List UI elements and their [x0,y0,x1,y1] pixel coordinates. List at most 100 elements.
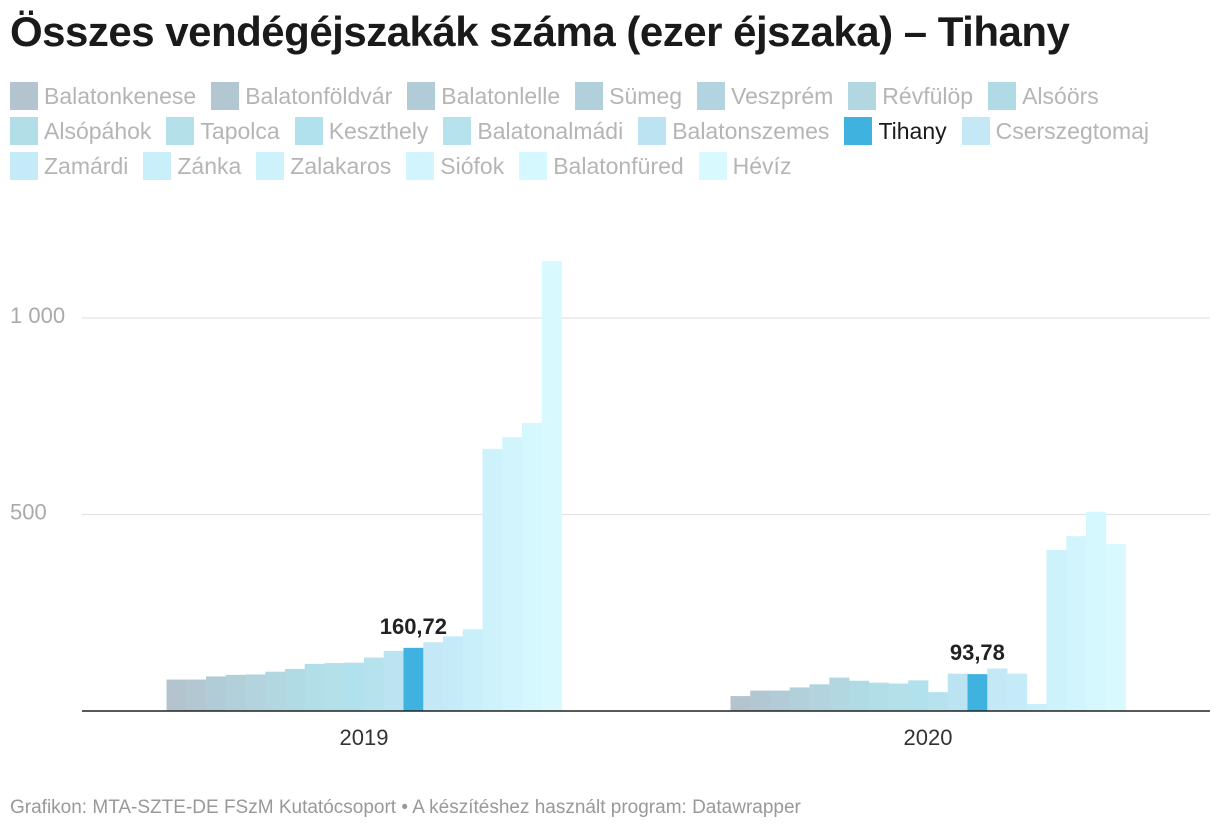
legend-item-zamardi[interactable]: Zamárdi [10,152,128,180]
bar-balatonlelle-2019[interactable] [206,676,227,711]
bar-alsoors-2019[interactable] [285,668,306,711]
bar-cserszegtomaj-2019[interactable] [423,642,444,711]
legend-swatch [638,117,667,145]
bar-tapolca-2019[interactable] [324,663,345,711]
bar-zalakaros-2019[interactable] [482,448,503,711]
legend-swatch [256,152,285,180]
value-label: 160,72 [380,614,447,639]
bar-balatonalmadi-2019[interactable] [364,657,385,711]
chart-footer: Grafikon: MTA-SZTE-DE FSzM Kutatócsoport… [10,797,801,818]
legend-swatch [988,82,1017,110]
legend-label: Veszprém [731,82,834,109]
legend-label: Zamárdi [44,152,129,179]
legend-swatch [961,117,990,145]
bar-balatonfoldvar-2020[interactable] [750,690,771,711]
y-tick-label: 500 [10,499,47,524]
bar-balatonkenese-2019[interactable] [166,679,187,711]
bar-sumeg-2020[interactable] [789,687,810,711]
bar-keszthely-2020[interactable] [908,680,929,711]
bar-alsoors-2020[interactable] [849,680,870,711]
legend-swatch [294,117,323,145]
legend-label: Sümeg [609,82,683,109]
legend-swatch [407,82,436,110]
bar-chart: 500 1 000 2019 2020 160,72 93,78 [10,261,1210,750]
bar-zalakaros-2020[interactable] [1046,549,1067,711]
bar-tapolca-2020[interactable] [888,683,909,711]
bar-tihany-2019[interactable] [403,647,424,711]
legend-item-veszprem[interactable]: Veszprém [697,82,833,110]
bar-zanka-2019[interactable] [462,629,483,711]
legend-label: Keszthely [328,117,429,144]
bar-siofok-2019[interactable] [502,437,523,711]
legend-label: Siófok [440,152,505,179]
legend-item-tihany[interactable]: Tihany [844,117,947,145]
legend-label: Zalakaros [290,152,392,179]
legend-label: Hévíz [732,152,792,179]
bar-balatonalmadi-2020[interactable] [928,692,949,711]
bar-heviz-2020[interactable] [1105,543,1126,711]
chart-title: Összes vendégéjszakák száma (ezer éjszak… [10,8,1070,55]
legend-label: Alsóörs [1022,82,1099,109]
legend-item-revfulop[interactable]: Révfülöp [848,82,973,110]
bar-cserszegtomaj-2020[interactable] [987,668,1008,711]
legend-swatch [443,117,472,145]
legend-item-alsoors[interactable]: Alsóörs [988,82,1099,110]
legend-swatch [143,152,172,180]
legend-label: Balatonkenese [44,82,197,109]
legend-item-alsopahok[interactable]: Alsópáhok [10,117,151,145]
bar-zamardi-2020[interactable] [1007,673,1028,711]
bar-zanka-2020[interactable] [1026,703,1047,711]
bar-balatonlelle-2020[interactable] [770,690,791,711]
legend-swatch [406,152,435,180]
bar-revfulop-2020[interactable] [829,677,850,711]
legend-swatch [211,82,240,110]
legend-item-balatonlelle[interactable]: Balatonlelle [407,82,560,110]
legend-label: Tapolca [200,117,280,144]
legend-swatch [519,152,548,180]
legend-swatch [844,117,873,145]
legend-swatch [10,152,38,180]
legend-label: Alsópáhok [44,117,152,144]
bar-keszthely-2019[interactable] [344,662,365,711]
bar-tihany-2020[interactable] [967,674,988,711]
legend-item-balatonkenese[interactable]: Balatonkenese [10,82,196,110]
legend-item-zanka[interactable]: Zánka [143,152,241,180]
legend-item-sumeg[interactable]: Sümeg [575,82,682,110]
x-category-label: 2019 [340,725,389,750]
legend-item-balatonfoldvar[interactable]: Balatonföldvár [211,82,392,110]
legend-swatch [698,152,727,180]
legend-label: Balatonalmádi [477,117,624,144]
legend-label: Balatonlelle [441,82,561,109]
bar-alsopahok-2020[interactable] [868,682,889,711]
legend-label: Balatonfüred [553,152,684,179]
legend-item-keszthely[interactable]: Keszthely [294,117,429,145]
legend-item-balatonszemes[interactable]: Balatonszemes [638,117,829,145]
bar-heviz-2019[interactable] [541,261,562,711]
legend-item-zalakaros[interactable]: Zalakaros [256,152,391,180]
bar-balatonfoldvar-2019[interactable] [186,679,207,711]
chart-legend: Balatonkenese Balatonföldvár Balatonlelle S… [10,82,1210,180]
legend-label: Cserszegtomaj [995,117,1150,144]
legend-item-tapolca[interactable]: Tapolca [166,117,280,145]
bar-veszprem-2020[interactable] [809,684,830,711]
value-label: 93,78 [950,640,1005,665]
bar-sumeg-2019[interactable] [225,674,246,711]
bar-siofok-2020[interactable] [1066,536,1087,711]
legend-item-balatonalmadi[interactable]: Balatonalmádi [443,117,623,145]
legend-swatch [575,82,604,110]
bar-alsopahok-2019[interactable] [304,663,325,711]
legend-label: Zánka [177,152,242,179]
bar-balatonszemes-2019[interactable] [383,650,404,711]
legend-item-cserszegtomaj[interactable]: Cserszegtomaj [961,117,1150,145]
bar-zamardi-2019[interactable] [443,636,464,711]
bar-veszprem-2019[interactable] [245,674,266,711]
bar-revfulop-2019[interactable] [265,671,286,711]
bar-balatonszemes-2020[interactable] [947,673,968,711]
y-tick-label: 1 000 [10,303,65,328]
bar-balatonfured-2019[interactable] [522,422,543,711]
bar-balatonkenese-2020[interactable] [730,696,751,711]
bar-balatonfured-2020[interactable] [1086,511,1107,711]
legend-item-balatonfured[interactable]: Balatonfüred [519,152,684,180]
legend-item-siofok[interactable]: Siófok [406,152,504,180]
legend-item-heviz[interactable]: Hévíz [698,152,792,180]
